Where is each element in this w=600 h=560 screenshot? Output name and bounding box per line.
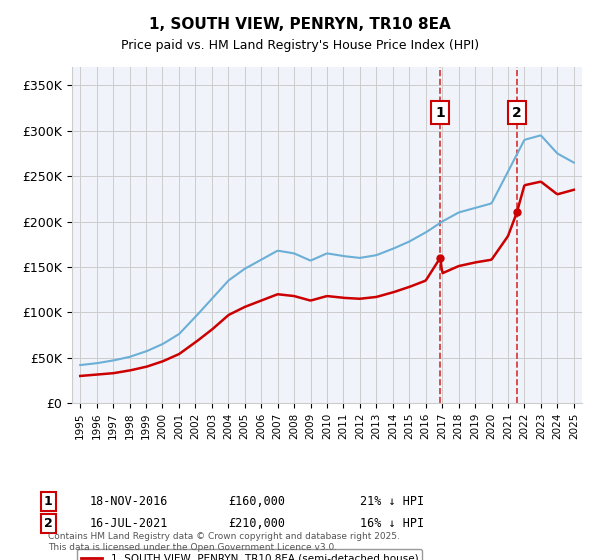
- Text: 2: 2: [44, 517, 52, 530]
- Text: 16-JUL-2021: 16-JUL-2021: [90, 517, 169, 530]
- Text: £160,000: £160,000: [228, 494, 285, 508]
- Text: 16% ↓ HPI: 16% ↓ HPI: [360, 517, 424, 530]
- Text: 1, SOUTH VIEW, PENRYN, TR10 8EA: 1, SOUTH VIEW, PENRYN, TR10 8EA: [149, 17, 451, 32]
- Text: 18-NOV-2016: 18-NOV-2016: [90, 494, 169, 508]
- Text: Contains HM Land Registry data © Crown copyright and database right 2025.
This d: Contains HM Land Registry data © Crown c…: [48, 532, 400, 552]
- Text: 1: 1: [44, 494, 52, 508]
- Text: £210,000: £210,000: [228, 517, 285, 530]
- Text: Price paid vs. HM Land Registry's House Price Index (HPI): Price paid vs. HM Land Registry's House …: [121, 39, 479, 52]
- Text: 1: 1: [436, 106, 445, 120]
- Text: 21% ↓ HPI: 21% ↓ HPI: [360, 494, 424, 508]
- Legend: 1, SOUTH VIEW, PENRYN, TR10 8EA (semi-detached house), HPI: Average price, semi-: 1, SOUTH VIEW, PENRYN, TR10 8EA (semi-de…: [77, 549, 422, 560]
- Text: 2: 2: [512, 106, 522, 120]
